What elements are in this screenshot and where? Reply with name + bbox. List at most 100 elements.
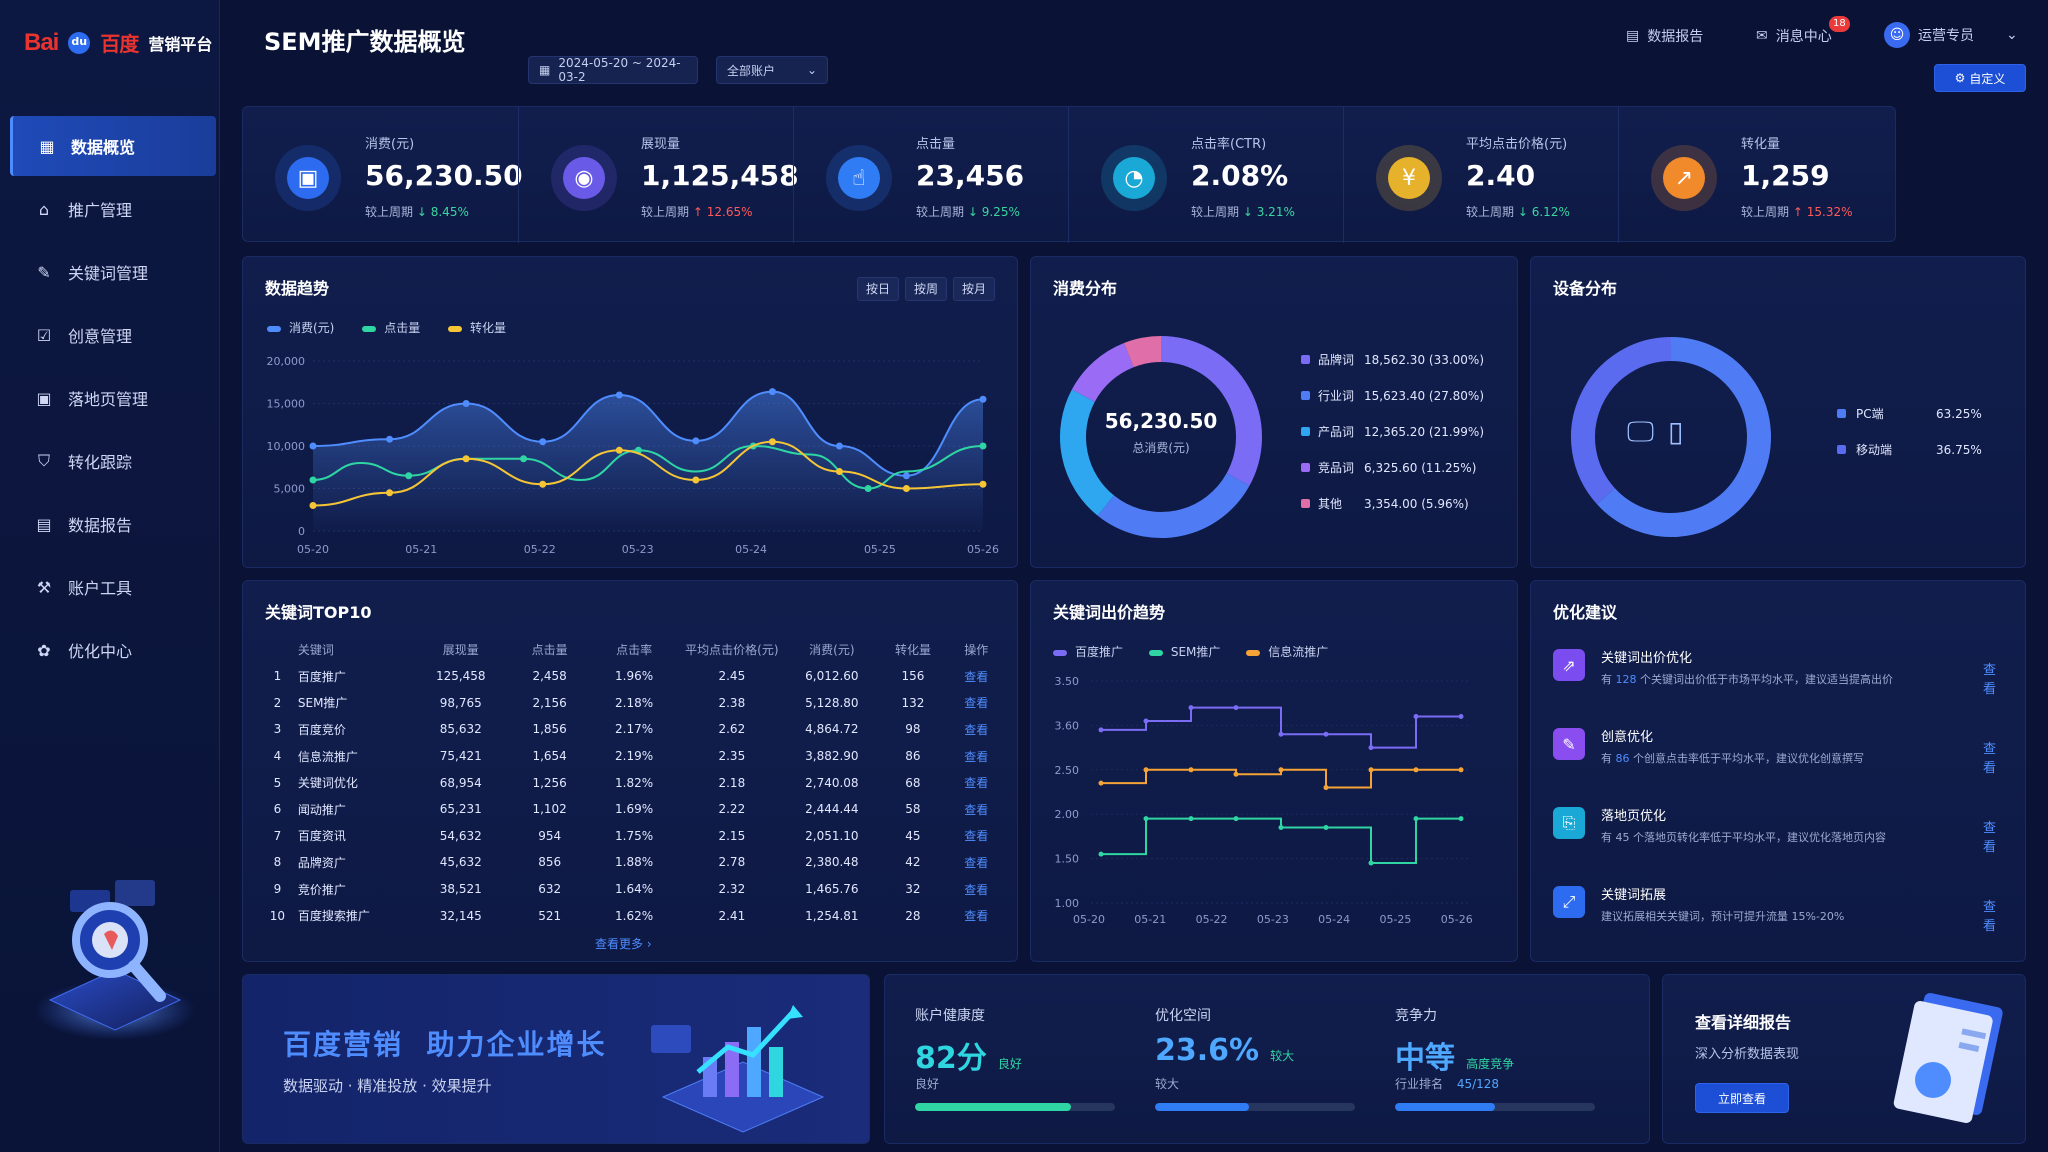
- report-link-label: 数据报告: [1647, 29, 1704, 45]
- tab-by-month[interactable]: 按月: [952, 277, 995, 301]
- kpi-card[interactable]: ¥ 平均点击价格(元) 2.40 较上周期 ↓ 6.12%: [1343, 107, 1618, 243]
- suggestion-view-link[interactable]: 查看: [1983, 663, 1997, 697]
- donut-slice: [1060, 389, 1115, 516]
- table-row[interactable]: 1 百度推广 125,458 2,458 1.96% 2.45 6,012.60 156 查看: [263, 663, 1003, 690]
- tab-by-day[interactable]: 按日: [856, 277, 899, 301]
- bid-point: [1188, 705, 1194, 711]
- sidebar-item-label: 关键词管理: [68, 264, 149, 283]
- table-row[interactable]: 3 百度竞价 85,632 1,856 2.17% 2.62 4,864.72 98 查看: [263, 716, 1003, 743]
- table-cell: 2,051.10: [805, 828, 859, 843]
- date-range-picker[interactable]: ▦ 2024-05-20 ~ 2024-03-2: [528, 56, 698, 84]
- legend-sem-promo[interactable]: SEM推广: [1148, 645, 1220, 659]
- spend-center-value: 56,230.50: [1104, 409, 1218, 433]
- table-cell: 45,632: [439, 855, 482, 870]
- legend-item[interactable]: 品牌词 18,562.30 (33.00%): [1301, 351, 1484, 387]
- sidebar-item-campaign[interactable]: ⌂ 推广管理: [10, 179, 216, 239]
- view-link[interactable]: 查看: [964, 749, 989, 764]
- legend-conversions[interactable]: 转化量: [448, 321, 506, 335]
- platform-name: 营销平台: [148, 34, 213, 54]
- bid-point: [1278, 825, 1284, 831]
- table-row[interactable]: 8 品牌资广 45,632 856 1.88% 2.78 2,380.48 42 查看: [263, 849, 1003, 876]
- legend-item[interactable]: 其他 3,354.00 (5.96%): [1301, 495, 1484, 531]
- x-tick-label: 05-22: [1196, 913, 1228, 926]
- legend-baidu-promo[interactable]: 百度推广: [1053, 645, 1123, 659]
- banner-subtitle: 数据驱动 · 精准投放 · 效果提升: [283, 1077, 492, 1095]
- view-link[interactable]: 查看: [964, 722, 989, 737]
- column-header: 操作: [964, 642, 989, 657]
- view-link[interactable]: 查看: [964, 696, 989, 711]
- view-link[interactable]: 查看: [964, 802, 989, 817]
- table-row[interactable]: 10 百度搜索推广 32,145 521 1.62% 2.41 1,254.81 28 查看: [263, 902, 1003, 929]
- sidebar-item-creative[interactable]: ☑ 创意管理: [10, 305, 216, 365]
- gear-icon: ⚙: [1954, 71, 1966, 85]
- optimize-icon: ✿: [37, 640, 51, 660]
- sidebar-item-report[interactable]: ▤ 数据报告: [10, 494, 216, 554]
- sidebar-item-optimize[interactable]: ✿ 优化中心: [10, 620, 216, 680]
- view-now-button[interactable]: 立即查看: [1695, 1083, 1789, 1113]
- table-cell: 竞价推广: [297, 882, 346, 897]
- legend-item[interactable]: 竞品词 6,325.60 (11.25%): [1301, 459, 1484, 495]
- legend-spend[interactable]: 消费(元): [267, 321, 334, 335]
- bid-point: [1098, 851, 1104, 857]
- table-row[interactable]: 5 关键词优化 68,954 1,256 1.82% 2.18 2,740.08 68 查看: [263, 769, 1003, 796]
- kpi-card[interactable]: ▣ 消费(元) 56,230.50 较上周期 ↓ 8.45%: [243, 107, 523, 243]
- health-progress: [1395, 1103, 1595, 1111]
- table-row[interactable]: 6 闻动推广 65,231 1,102 1.69% 2.22 2,444.44 58 查看: [263, 796, 1003, 823]
- sidebar-item-landing-page[interactable]: ▣ 落地页管理: [10, 368, 216, 428]
- tab-by-week[interactable]: 按周: [904, 277, 947, 301]
- view-link[interactable]: 查看: [964, 909, 989, 924]
- eye-icon: ◉: [551, 145, 617, 211]
- legend-feed-promo[interactable]: 信息流推广: [1246, 645, 1328, 659]
- kpi-glyph: ☝: [838, 157, 880, 199]
- customize-button[interactable]: ⚙ 自定义: [1934, 64, 2026, 92]
- legend-clicks[interactable]: 点击量: [362, 321, 420, 335]
- bid-trend-title: 关键词出价趋势: [1053, 603, 1166, 622]
- account-select[interactable]: 全部账户 ⌄: [716, 56, 828, 84]
- legend-item[interactable]: 移动端 36.75%: [1837, 441, 1982, 477]
- suggestion-view-link[interactable]: 查看: [1983, 821, 1997, 855]
- table-row[interactable]: 9 竞价推广 38,521 632 1.64% 2.32 1,465.76 32 查看: [263, 876, 1003, 903]
- kpi-arrow: ↑: [692, 205, 703, 219]
- legend-item[interactable]: 行业词 15,623.40 (27.80%): [1301, 387, 1484, 423]
- kpi-card[interactable]: ◔ 点击率(CTR) 2.08% 较上周期 ↓ 3.21%: [1068, 107, 1343, 243]
- suggestion-view-link[interactable]: 查看: [1983, 742, 1997, 776]
- kpi-value: 2.08%: [1191, 159, 1289, 192]
- view-link[interactable]: 查看: [964, 882, 989, 897]
- user-menu[interactable]: ☺ 运营专员 ⌄: [1884, 22, 2018, 48]
- message-center-link[interactable]: ✉ 消息中心 18: [1756, 16, 1850, 46]
- view-link[interactable]: 查看: [964, 855, 989, 870]
- table-cell: 38,521: [439, 882, 482, 897]
- table-row[interactable]: 4 信息流推广 75,421 1,654 2.19% 2.35 3,882.90 86 查看: [263, 743, 1003, 770]
- table-row[interactable]: 2 SEM推广 98,765 2,156 2.18% 2.38 5,128.80 132 查看: [263, 690, 1003, 717]
- sidebar-item-shield[interactable]: ⛉ 转化跟踪: [10, 431, 216, 491]
- legend-item[interactable]: 产品词 12,365.20 (21.99%): [1301, 423, 1484, 459]
- table-cell: 65,231: [439, 802, 482, 817]
- table-row[interactable]: 7 百度资讯 54,632 954 1.75% 2.15 2,051.10 45 查看: [263, 823, 1003, 850]
- kpi-strip: ▣ 消费(元) 56,230.50 较上周期 ↓ 8.45% ◉ 展现量 1,125,458…: [242, 106, 1896, 243]
- bid-point: [1458, 816, 1464, 822]
- health-tag: 高度竞争: [1466, 1057, 1515, 1071]
- sidebar-item-dashboard[interactable]: ▦ 数据概览: [10, 116, 216, 176]
- view-link[interactable]: 查看: [964, 829, 989, 844]
- spend-center-label: 总消费(元): [1132, 441, 1190, 455]
- suggestion-title: 关键词出价优化: [1601, 651, 1693, 666]
- kpi-card[interactable]: ☝ 点击量 23,456 较上周期 ↓ 9.25%: [793, 107, 1068, 243]
- sidebar-item-tools[interactable]: ⚒ 账户工具: [10, 557, 216, 617]
- data-point: [462, 455, 470, 463]
- legend-item[interactable]: PC端 63.25%: [1837, 405, 1982, 441]
- table-cell: SEM推广: [297, 696, 348, 711]
- sidebar-item-keyword[interactable]: ✎ 关键词管理: [10, 242, 216, 302]
- report-link[interactable]: ▤ 数据报告: [1626, 26, 1703, 46]
- view-more-link[interactable]: 查看更多 ›: [595, 937, 652, 951]
- kpi-card[interactable]: ◉ 展现量 1,125,458 较上周期 ↑ 12.65%: [518, 107, 799, 243]
- bid-series-2: [1101, 768, 1461, 789]
- kpi-card[interactable]: ↗ 转化量 1,259 较上周期 ↑ 15.32%: [1618, 107, 1893, 243]
- data-point: [768, 388, 776, 396]
- kpi-label: 点击率(CTR): [1191, 137, 1267, 152]
- view-link[interactable]: 查看: [964, 776, 989, 791]
- brand-logo[interactable]: Bai 百度 营销平台: [24, 28, 212, 57]
- device-legend: PC端 63.25% 移动端 36.75%: [1837, 405, 1982, 477]
- view-link[interactable]: 查看: [964, 669, 989, 684]
- suggestion-view-link[interactable]: 查看: [1983, 900, 1997, 934]
- kpi-label: 转化量: [1741, 137, 1781, 152]
